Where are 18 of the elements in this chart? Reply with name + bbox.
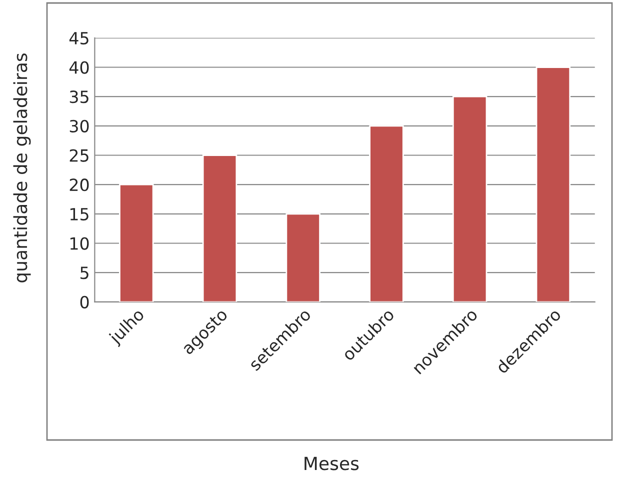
y-tick-label: 25 <box>70 149 88 162</box>
bar <box>369 125 404 302</box>
bar <box>286 213 320 302</box>
y-tick-label: 10 <box>70 237 89 250</box>
y-tick-label: 5 <box>80 266 88 280</box>
bar <box>119 184 154 302</box>
bar <box>202 154 238 302</box>
y-tick-label: 20 <box>70 178 89 192</box>
y-tick-label: 15 <box>70 208 88 220</box>
y-axis-title: quantidade de geladeiras <box>13 53 31 282</box>
y-tick-label: 35 <box>70 90 88 104</box>
bar <box>452 96 488 302</box>
y-tick-label: 40 <box>69 61 89 74</box>
y-tick-label: 45 <box>69 32 88 44</box>
y-tick-label: 30 <box>70 120 89 132</box>
y-tick-label: 0 <box>80 296 89 308</box>
x-axis-title: Meses <box>304 456 359 470</box>
bar <box>536 66 571 302</box>
